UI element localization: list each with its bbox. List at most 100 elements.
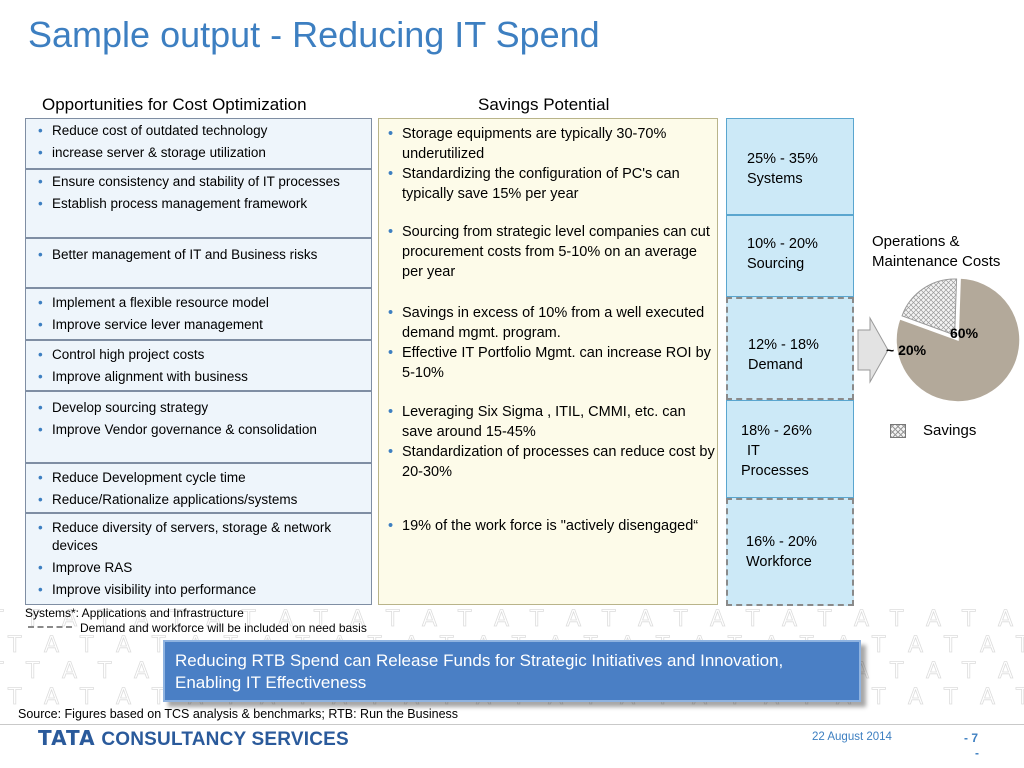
watermark-glyph: T (7, 633, 22, 658)
watermark-glyph: T (97, 659, 112, 684)
savings-box-workforce: 16% - 20% Workforce (726, 498, 854, 606)
watermark-glyph: T (241, 607, 256, 632)
footer-divider (0, 724, 1024, 725)
watermark-glyph: T (745, 607, 760, 632)
watermark-glyph: T (1015, 685, 1024, 708)
source-note: Source: Figures based on TCS analysis & … (18, 707, 459, 721)
savings-category: Systems (747, 171, 803, 187)
legend-label: Savings (923, 422, 977, 439)
opportunity-item: Reduce/Rationalize applications/systems (34, 491, 365, 509)
savings-detail-group: Leveraging Six Sigma , ITIL, CMMI, etc. … (384, 402, 716, 482)
savings-box-sourcing: 10% - 20% Sourcing (726, 215, 854, 297)
savings-category: Demand (748, 357, 803, 373)
pie-title-line: Operations & (872, 233, 960, 250)
opportunity-item: Reduce Development cycle time (34, 469, 365, 487)
watermark-glyph: T (0, 607, 4, 632)
watermark-glyph: T (961, 607, 976, 632)
savings-category: Sourcing (747, 256, 805, 272)
page-number-suffix: - (975, 746, 979, 760)
savings-detail-group: Savings in excess of 10% from a well exe… (384, 303, 716, 383)
opportunity-item: Control high project costs (34, 346, 365, 364)
logo-brand: TATA (38, 726, 96, 750)
opportunity-box: Control high project costs Improve align… (25, 340, 372, 391)
opportunity-item: Reduce cost of outdated technology (34, 122, 365, 140)
page-title: Sample output - Reducing IT Spend (28, 14, 600, 55)
watermark-glyph: T (889, 607, 904, 632)
watermark-glyph: A (998, 607, 1013, 632)
company-logo: TATA CONSULTANCY SERVICES (38, 726, 349, 751)
opportunity-box: Reduce cost of outdated technology incre… (25, 118, 372, 169)
watermark-glyph: T (889, 659, 904, 684)
logo-text: CONSULTANCY SERVICES (101, 729, 349, 750)
opportunity-item: increase server & storage utilization (34, 144, 365, 162)
dashed-legend-line (28, 620, 72, 628)
legend-swatch (890, 424, 906, 438)
opportunity-item: Develop sourcing strategy (34, 399, 365, 417)
opportunity-box: Reduce diversity of servers, storage & n… (25, 513, 372, 605)
watermark-glyph: A (980, 633, 995, 658)
watermark-glyph: A (854, 607, 869, 632)
watermark-glyph: A (710, 607, 725, 632)
watermark-glyph: T (97, 607, 112, 632)
watermark-glyph: A (62, 659, 77, 684)
opportunity-box: Better management of IT and Business ris… (25, 238, 372, 288)
watermark-glyph: A (494, 607, 509, 632)
savings-detail-item: Savings in excess of 10% from a well exe… (384, 303, 716, 343)
savings-detail-group: 19% of the work force is "actively disen… (384, 516, 716, 536)
watermark-glyph: T (151, 685, 166, 708)
slide-date: 22 August 2014 (812, 731, 892, 743)
opportunity-item: Improve visibility into performance (34, 581, 365, 599)
watermark-glyph: A (566, 607, 581, 632)
opportunities-header: Opportunities for Cost Optimization (42, 95, 307, 114)
savings-detail-item: 19% of the work force is "actively disen… (384, 516, 716, 536)
watermark-glyph: T (0, 659, 4, 684)
watermark-glyph: A (908, 685, 923, 708)
opportunity-item: Reduce diversity of servers, storage & n… (34, 519, 365, 555)
savings-detail-item: Standardizing the configuration of PC's … (384, 164, 716, 204)
savings-detail-group: Storage equipments are typically 30-70% … (384, 124, 716, 204)
watermark-glyph: A (134, 659, 149, 684)
savings-box-systems: 25% - 35% Systems (726, 118, 854, 215)
opportunity-item: Better management of IT and Business ris… (34, 246, 365, 264)
pie-graphic: 60% ~ 20% (857, 277, 1021, 403)
watermark-glyph: T (7, 685, 22, 708)
watermark-glyph: A (908, 633, 923, 658)
savings-detail-item: Effective IT Portfolio Mgmt. can increas… (384, 343, 716, 383)
watermark-glyph: T (79, 685, 94, 708)
conclusion-banner: Reducing RTB Spend can Release Funds for… (163, 640, 861, 702)
watermark-glyph: T (1015, 633, 1024, 658)
watermark-glyph: A (926, 659, 941, 684)
savings-detail-item: Standardization of processes can reduce … (384, 442, 716, 482)
pie-label-other: 60% (950, 325, 979, 341)
savings-range: 25% - 35% (747, 151, 818, 167)
watermark-glyph: T (529, 607, 544, 632)
savings-detail-group: Sourcing from strategic level companies … (384, 222, 716, 282)
savings-header: Savings Potential (478, 95, 610, 114)
watermark-glyph: T (817, 607, 832, 632)
savings-box-it-processes: 18% - 26% IT Processes (726, 400, 854, 498)
footnote-systems: Systems*: Applications and Infrastructur… (25, 606, 244, 620)
savings-detail-item: Storage equipments are typically 30-70% … (384, 124, 716, 164)
watermark-glyph: T (385, 607, 400, 632)
opportunity-item: Establish process management framework (34, 195, 365, 213)
savings-range: 18% - 26% (741, 423, 812, 439)
opportunity-item: Improve Vendor governance & consolidatio… (34, 421, 365, 439)
watermark-glyph: A (998, 659, 1013, 684)
savings-range: 10% - 20% (747, 236, 818, 252)
watermark-glyph: T (25, 659, 40, 684)
watermark-glyph: T (871, 633, 886, 658)
watermark-glyph: T (601, 607, 616, 632)
savings-box-demand: 12% - 18% Demand (726, 297, 854, 400)
watermark-glyph: A (44, 633, 59, 658)
opportunity-item: Improve alignment with business (34, 368, 365, 386)
pie-title-line: Maintenance Costs (872, 253, 1001, 270)
watermark-glyph: A (44, 685, 59, 708)
savings-detail-item: Leveraging Six Sigma , ITIL, CMMI, etc. … (384, 402, 716, 442)
watermark-glyph: A (782, 607, 797, 632)
opportunity-item: Implement a flexible resource model (34, 294, 365, 312)
savings-category: Processes (741, 463, 809, 479)
opportunity-box: Develop sourcing strategy Improve Vendor… (25, 391, 372, 463)
opportunity-item: Improve service lever management (34, 316, 365, 334)
watermark-glyph: A (134, 607, 149, 632)
watermark-glyph: A (350, 607, 365, 632)
